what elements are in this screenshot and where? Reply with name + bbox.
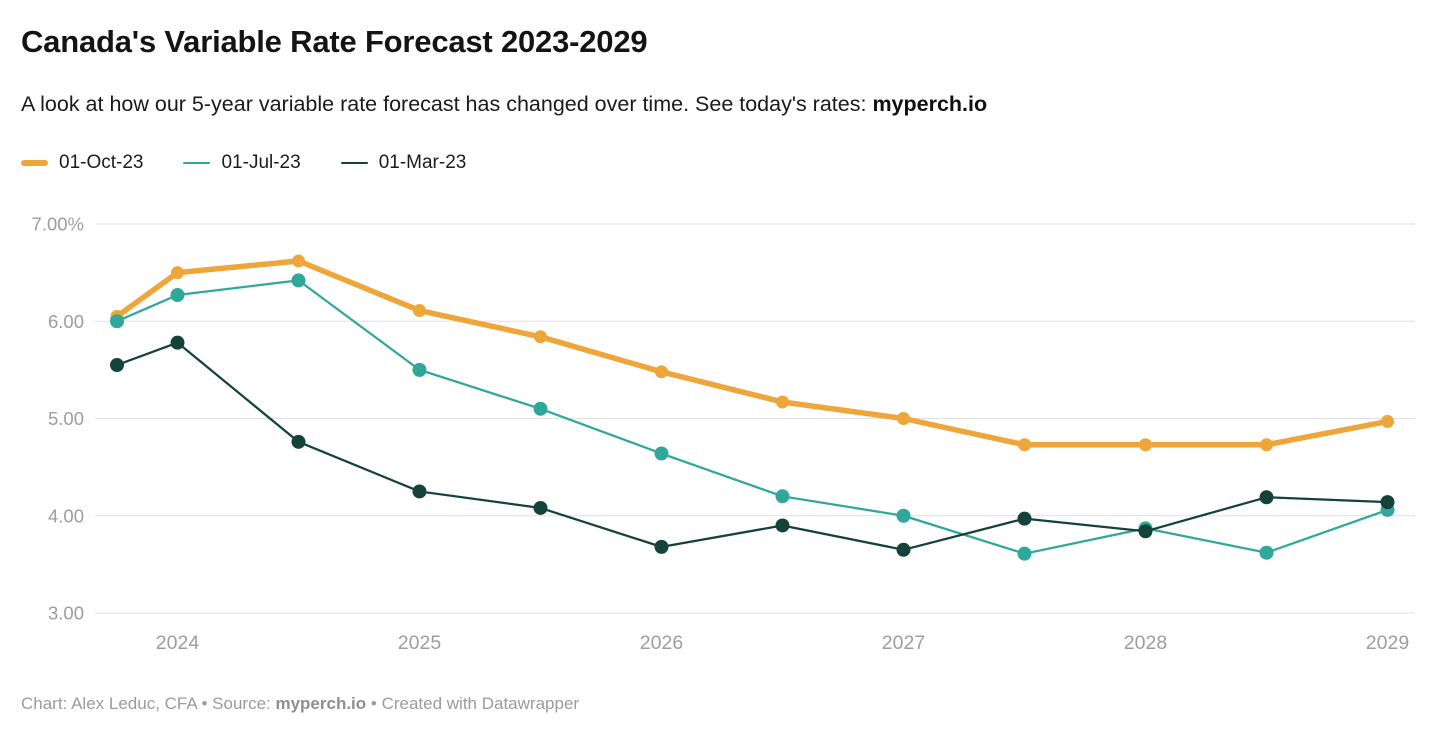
data-point-01-Mar-23 (1259, 490, 1274, 505)
data-point-01-Jul-23 (896, 508, 911, 523)
data-point-01-Oct-23 (655, 365, 668, 379)
data-point-01-Jul-23 (654, 446, 669, 461)
data-point-01-Jul-23 (1017, 546, 1032, 561)
x-axis-tick-label: 2025 (398, 632, 442, 654)
data-point-01-Oct-23 (776, 395, 789, 409)
legend-label: 01-Oct-23 (59, 152, 144, 173)
data-point-01-Mar-23 (1380, 495, 1395, 510)
data-point-01-Mar-23 (412, 484, 427, 499)
chart-subtitle: A look at how our 5-year variable rate f… (21, 92, 987, 117)
y-axis-tick-label: 6.00 (48, 311, 84, 332)
legend-item-mar-23: 01-Mar-23 (340, 152, 467, 174)
legend-swatch-mar-23 (340, 161, 368, 165)
chart-legend: 01-Oct-23 01-Jul-23 01-Mar-23 (21, 152, 466, 174)
data-point-01-Jul-23 (110, 314, 124, 329)
subtitle-rates-link[interactable]: myperch.io (872, 92, 988, 116)
data-point-01-Jul-23 (412, 362, 427, 377)
series-line-01-Mar-23 (115, 341, 1389, 551)
chart-footer: Chart: Alex Leduc, CFA • Source: myperch… (21, 694, 579, 714)
data-point-01-Mar-23 (1017, 511, 1032, 526)
legend-swatch-oct-23 (21, 160, 48, 166)
y-axis-tick-label: 4.00 (48, 505, 84, 526)
data-point-01-Jul-23 (775, 489, 790, 504)
data-point-01-Oct-23 (534, 330, 547, 344)
data-point-01-Mar-23 (1138, 524, 1153, 539)
data-point-01-Oct-23 (413, 304, 426, 318)
data-point-01-Oct-23 (1381, 414, 1394, 428)
data-point-01-Mar-23 (775, 518, 790, 533)
legend-item-jul-23: 01-Jul-23 (183, 152, 301, 174)
legend-label: 01-Mar-23 (378, 152, 467, 173)
y-axis-tick-label: 3.00 (48, 603, 84, 624)
data-point-01-Oct-23 (171, 266, 184, 280)
data-point-01-Jul-23 (170, 287, 185, 302)
legend-item-oct-23: 01-Oct-23 (21, 152, 143, 174)
x-axis-tick-label: 2026 (640, 632, 683, 654)
x-axis-tick-label: 2024 (156, 632, 200, 654)
data-point-01-Jul-23 (533, 401, 548, 416)
data-point-01-Jul-23 (1259, 545, 1274, 560)
data-point-01-Mar-23 (110, 358, 124, 373)
x-axis-tick-label: 2028 (1124, 632, 1167, 654)
footer-source-link[interactable]: myperch.io (275, 694, 367, 713)
legend-label: 01-Jul-23 (221, 152, 301, 173)
x-axis-tick-label: 2027 (882, 632, 925, 654)
data-point-01-Oct-23 (1139, 438, 1152, 452)
data-point-01-Oct-23 (1260, 438, 1273, 452)
data-point-01-Jul-23 (291, 273, 306, 288)
data-point-01-Mar-23 (896, 542, 911, 557)
x-axis-tick-label: 2029 (1366, 632, 1409, 654)
data-point-01-Mar-23 (170, 335, 185, 350)
footer-byline: Chart: Alex Leduc, CFA • Source: (21, 694, 276, 713)
page-title: Canada's Variable Rate Forecast 2023-202… (21, 24, 648, 59)
data-point-01-Oct-23 (897, 412, 910, 425)
legend-swatch-jul-23 (183, 161, 211, 165)
subtitle-text: A look at how our 5-year variable rate f… (21, 92, 873, 116)
y-axis-tick-label: 7.00% (32, 214, 84, 235)
data-point-01-Oct-23 (292, 254, 305, 268)
data-point-01-Mar-23 (291, 434, 306, 449)
line-chart: 7.00% 6.00 5.00 4.00 3.00 2024 2025 2026 2027 202… (32, 214, 1415, 654)
y-axis-tick-label: 5.00 (48, 408, 84, 429)
data-point-01-Mar-23 (533, 500, 548, 515)
footer-credit: • Created with Datawrapper (366, 694, 580, 713)
series-line-01-Oct-23 (114, 258, 1391, 448)
data-point-01-Oct-23 (1018, 438, 1031, 452)
series-line-01-Jul-23 (115, 279, 1389, 555)
data-point-01-Mar-23 (654, 539, 669, 554)
